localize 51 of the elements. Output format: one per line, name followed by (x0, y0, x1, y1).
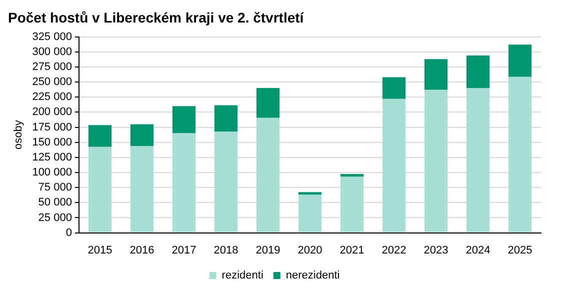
y-tick-label: 175 000 (32, 121, 72, 134)
bar (256, 118, 280, 232)
bar (130, 146, 154, 232)
x-tick-label: 2015 (88, 244, 112, 256)
x-tick-label: 2021 (340, 244, 364, 256)
bar (466, 55, 490, 88)
bar (466, 88, 490, 232)
bar (298, 194, 322, 232)
y-tick-label: 275 000 (32, 60, 72, 73)
bar (382, 98, 406, 232)
x-tick-label: 2017 (172, 244, 196, 256)
y-tick-label: 0 (66, 226, 72, 239)
x-tick-label: 2025 (508, 244, 532, 256)
y-tick-label: 300 000 (32, 46, 72, 58)
chart-title: Počet hostů v Libereckém kraji ve 2. čtvrtletí (8, 9, 305, 26)
y-tick-label: 225 000 (32, 91, 72, 104)
y-tick-label: 25 000 (38, 212, 72, 224)
y-tick-label: 150 000 (32, 136, 72, 148)
y-tick-label: 325 000 (32, 30, 72, 43)
bar (508, 44, 532, 77)
y-tick-label: 75 000 (38, 182, 72, 194)
bar (214, 131, 238, 232)
bar (424, 90, 448, 232)
x-tick-label: 2023 (424, 244, 448, 256)
bar (340, 176, 364, 232)
bar (424, 59, 448, 90)
x-tick-label: 2018 (214, 244, 238, 256)
bar (256, 88, 280, 118)
x-tick-label: 2022 (382, 244, 406, 256)
y-tick-label: 200 000 (32, 106, 72, 118)
legend-label: nerezidenti (286, 270, 340, 282)
bar (382, 77, 406, 99)
y-tick-label: 100 000 (32, 166, 72, 179)
bar (214, 105, 238, 132)
bar (340, 174, 364, 177)
legend-label: rezidenti (222, 270, 264, 282)
x-tick-label: 2024 (466, 244, 490, 256)
bar (172, 133, 196, 232)
y-axis-title: osoby (12, 120, 25, 150)
bar (88, 125, 112, 147)
x-tick-label: 2019 (256, 244, 280, 256)
bar (508, 76, 532, 232)
y-tick-label: 50 000 (38, 196, 72, 209)
x-tick-label: 2016 (130, 244, 154, 256)
y-tick-label: 125 000 (32, 151, 72, 164)
bar (298, 192, 322, 195)
x-tick-label: 2020 (298, 244, 322, 256)
bar (130, 124, 154, 146)
bar (88, 146, 112, 232)
bar (172, 106, 196, 134)
y-tick-label: 250 000 (32, 76, 72, 88)
